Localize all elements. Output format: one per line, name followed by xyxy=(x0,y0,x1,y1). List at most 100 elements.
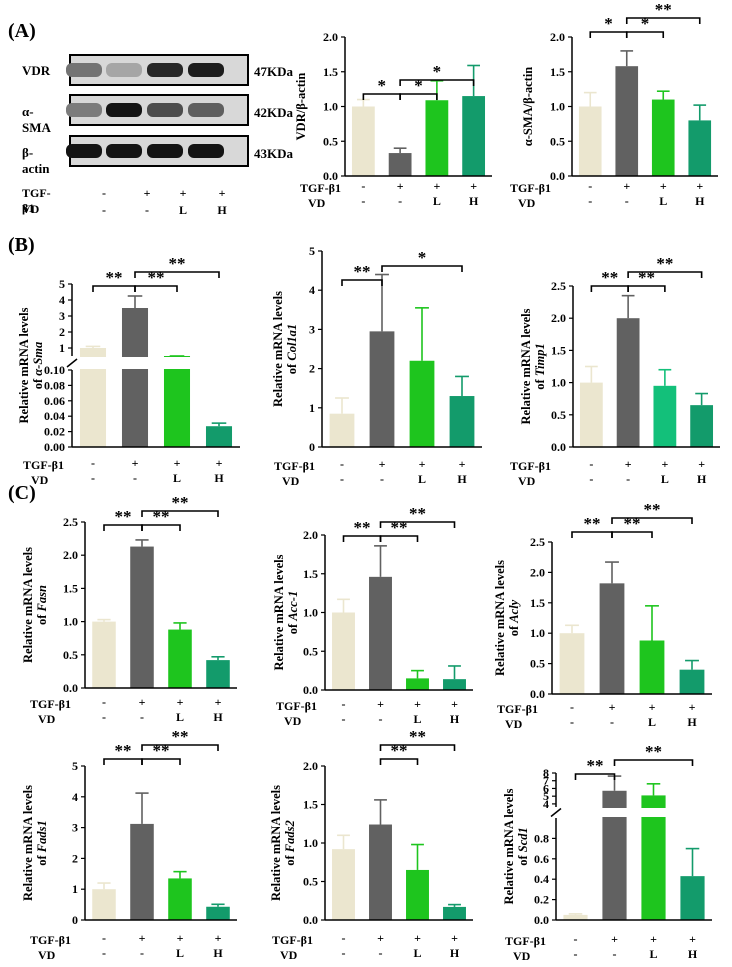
cond-tgf-value: + xyxy=(379,457,386,471)
cond-tgf-label: TGF-β1 xyxy=(274,459,315,473)
y-tick-label: 0.0 xyxy=(534,913,549,927)
cond-vd-value: H xyxy=(213,710,223,724)
cond-vd-value: - xyxy=(140,710,144,724)
y-axis-label: of Scd1 xyxy=(516,827,530,866)
y-tick-label: 1.5 xyxy=(303,567,318,581)
cond-tgf-label: TGF-β1 xyxy=(272,933,313,947)
cond-vd-value: L xyxy=(648,715,656,729)
axis-break-gap xyxy=(72,357,240,369)
cond-vd-value: H xyxy=(450,946,460,960)
cond-tgf-label: TGF-β1 xyxy=(510,181,551,195)
y-tick-label: 0.5 xyxy=(551,408,566,422)
bar-3 xyxy=(205,426,233,447)
bar-3 xyxy=(449,396,475,447)
chart-5: 0.0 0.5 1.0 1.5 2.0 2.5 Relative mRNA levels of… xyxy=(21,493,237,726)
cond-vd-value: L xyxy=(176,710,184,724)
cond-vd-label: VD xyxy=(31,473,49,487)
y-tick-label: 2.0 xyxy=(550,30,565,44)
significance-label: ** xyxy=(624,514,641,533)
bar-2 xyxy=(406,869,429,920)
y-tick-label: 0.0 xyxy=(551,440,566,454)
cond-tgf-value: + xyxy=(174,456,181,470)
significance-label: ** xyxy=(638,268,655,287)
y-tick-label: 0.5 xyxy=(63,648,78,662)
significance-2: ** xyxy=(141,727,219,751)
cond-vd-value: H xyxy=(695,194,705,208)
y-tick-label: 0.0 xyxy=(303,683,318,697)
y-axis-label: Relative mRNA levels xyxy=(271,291,285,407)
blot-size-vdr: 47KDa xyxy=(254,64,293,79)
y-tick-label: 1.5 xyxy=(323,65,338,79)
error-bar-2 xyxy=(658,368,672,386)
significance-label: ** xyxy=(115,507,132,526)
error-bar-2 xyxy=(415,307,429,361)
bar-1 xyxy=(615,66,639,176)
y-tick-label: 4 xyxy=(543,797,549,811)
cond-tgf-label: TGF-β1 xyxy=(505,934,546,948)
significance-2: ** xyxy=(379,504,456,528)
cond-tgf-value: - xyxy=(588,179,592,193)
cond-tgf-label: TGF-β1 xyxy=(30,697,71,711)
blot-cond-vd: L xyxy=(179,203,187,217)
error-bar-0 xyxy=(584,365,598,383)
y-tick-label: 0.0 xyxy=(550,169,565,183)
error-bar-1 xyxy=(374,799,387,825)
y-tick-label: 1.5 xyxy=(550,65,565,79)
cond-tgf-value: - xyxy=(102,695,106,709)
chart-9: 0.0 0.5 1.0 1.5 2.0 Relative mRNA levels of Fa… xyxy=(269,727,473,962)
blot-cond-vd: - xyxy=(145,203,149,217)
error-bar-1 xyxy=(135,539,149,547)
blot-band xyxy=(147,103,183,117)
y-axis-label: Relative mRNA levels xyxy=(21,785,35,901)
bar-1 xyxy=(599,583,625,694)
cond-tgf-value: + xyxy=(623,179,630,193)
cond-vd-value: L xyxy=(433,194,441,208)
cond-tgf-value: + xyxy=(696,179,703,193)
significance-0: ** xyxy=(92,268,136,292)
significance-1: * xyxy=(399,76,438,100)
significance-1: ** xyxy=(379,727,456,751)
cond-vd-value: - xyxy=(626,472,630,486)
error-bar-0 xyxy=(568,913,583,915)
error-bar-3 xyxy=(685,659,699,670)
cond-tgf-value: + xyxy=(451,931,458,945)
cond-vd-label: VD xyxy=(513,949,531,963)
cond-vd-value: L xyxy=(176,946,184,960)
significance-label: ** xyxy=(115,741,132,760)
cond-vd-value: L xyxy=(649,947,657,961)
blot-cond-tgf: + xyxy=(144,186,151,200)
blot-label-vdr: VDR xyxy=(22,63,51,78)
blot-band xyxy=(106,144,142,158)
cond-vd-value: - xyxy=(340,472,344,486)
y-axis-label: of Timp1 xyxy=(533,343,547,389)
cond-tgf-value: + xyxy=(661,457,668,471)
significance-0: ** xyxy=(103,507,143,531)
blot-band xyxy=(188,144,224,158)
bar-2 xyxy=(651,99,675,176)
error-bar-0 xyxy=(85,345,101,348)
error-bar-3 xyxy=(685,847,700,877)
y-tick-label: 1.0 xyxy=(323,100,338,114)
cond-tgf-value: + xyxy=(625,457,632,471)
blot-cond-tgf: + xyxy=(180,186,187,200)
blot-label-bactin: β-actin xyxy=(22,145,50,176)
y-tick-label: 2.0 xyxy=(303,759,318,773)
panel-label-c: (C) xyxy=(8,482,36,504)
y-tick-label: 4 xyxy=(72,790,78,804)
significance-label: ** xyxy=(106,268,123,287)
error-bar-0 xyxy=(97,882,111,890)
cond-vd-value: - xyxy=(570,715,574,729)
y-tick-label: 6 xyxy=(543,781,549,795)
bar-1 xyxy=(369,576,392,690)
cond-tgf-value: + xyxy=(689,700,696,714)
chart-1: 0.00.51.01.52.0α-SMA/β-actin* ***TGF-β1VD… xyxy=(510,0,718,210)
y-tick-label: 1 xyxy=(72,882,78,896)
cond-tgf-label: TGF-β1 xyxy=(510,459,551,473)
significance-label: * xyxy=(414,76,423,95)
cond-vd-value: L xyxy=(173,471,181,485)
y-tick-label: 1.0 xyxy=(550,100,565,114)
blot-cond-tgf: - xyxy=(102,186,106,200)
cond-vd-value: - xyxy=(102,710,106,724)
significance-0: ** xyxy=(571,514,613,538)
